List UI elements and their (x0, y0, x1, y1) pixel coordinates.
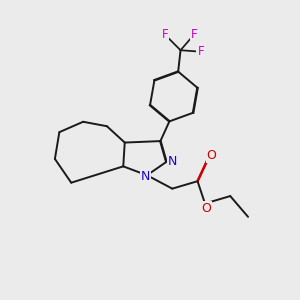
Text: F: F (190, 28, 197, 41)
Text: O: O (207, 149, 217, 162)
Text: N: N (141, 170, 150, 183)
Text: N: N (168, 155, 178, 168)
Text: F: F (162, 28, 168, 41)
Text: O: O (202, 202, 212, 215)
Text: F: F (197, 45, 204, 58)
